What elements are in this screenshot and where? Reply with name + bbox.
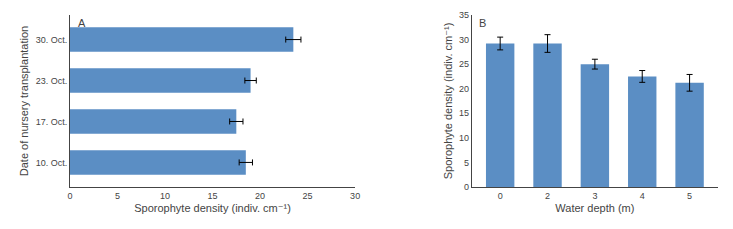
svg-text:25: 25 (459, 59, 469, 69)
svg-text:0: 0 (498, 191, 503, 201)
svg-text:25: 25 (303, 191, 313, 201)
svg-text:10: 10 (459, 133, 469, 143)
svg-text:Sporophyte density (indiv. cm⁻: Sporophyte density (indiv. cm⁻¹) (442, 23, 454, 180)
svg-text:30: 30 (459, 35, 469, 45)
svg-text:5: 5 (464, 158, 469, 168)
svg-text:Water depth (m): Water depth (m) (555, 202, 634, 214)
svg-text:5: 5 (687, 191, 692, 201)
svg-text:10: 10 (160, 191, 170, 201)
svg-text:30. Oct.: 30. Oct. (36, 35, 68, 45)
svg-text:23. Oct.: 23. Oct. (36, 76, 68, 86)
svg-text:0: 0 (464, 182, 469, 192)
svg-text:0: 0 (67, 191, 72, 201)
svg-text:A: A (78, 17, 86, 29)
svg-text:10. Oct.: 10. Oct. (36, 158, 68, 168)
svg-text:35: 35 (459, 10, 469, 20)
svg-text:15: 15 (208, 191, 218, 201)
svg-text:17. Oct.: 17. Oct. (36, 117, 68, 127)
svg-text:30: 30 (350, 191, 360, 201)
svg-text:20: 20 (255, 191, 265, 201)
svg-text:15: 15 (459, 108, 469, 118)
svg-text:5: 5 (115, 191, 120, 201)
svg-text:B: B (479, 17, 486, 29)
svg-text:Date of nursery transplantatio: Date of nursery transplantation (18, 26, 30, 176)
svg-text:20: 20 (459, 84, 469, 94)
svg-text:2: 2 (545, 191, 550, 201)
svg-text:3: 3 (592, 191, 597, 201)
svg-text:4: 4 (640, 191, 645, 201)
svg-text:Sporophyte density (indiv. cm⁻: Sporophyte density (indiv. cm⁻¹) (134, 202, 291, 214)
